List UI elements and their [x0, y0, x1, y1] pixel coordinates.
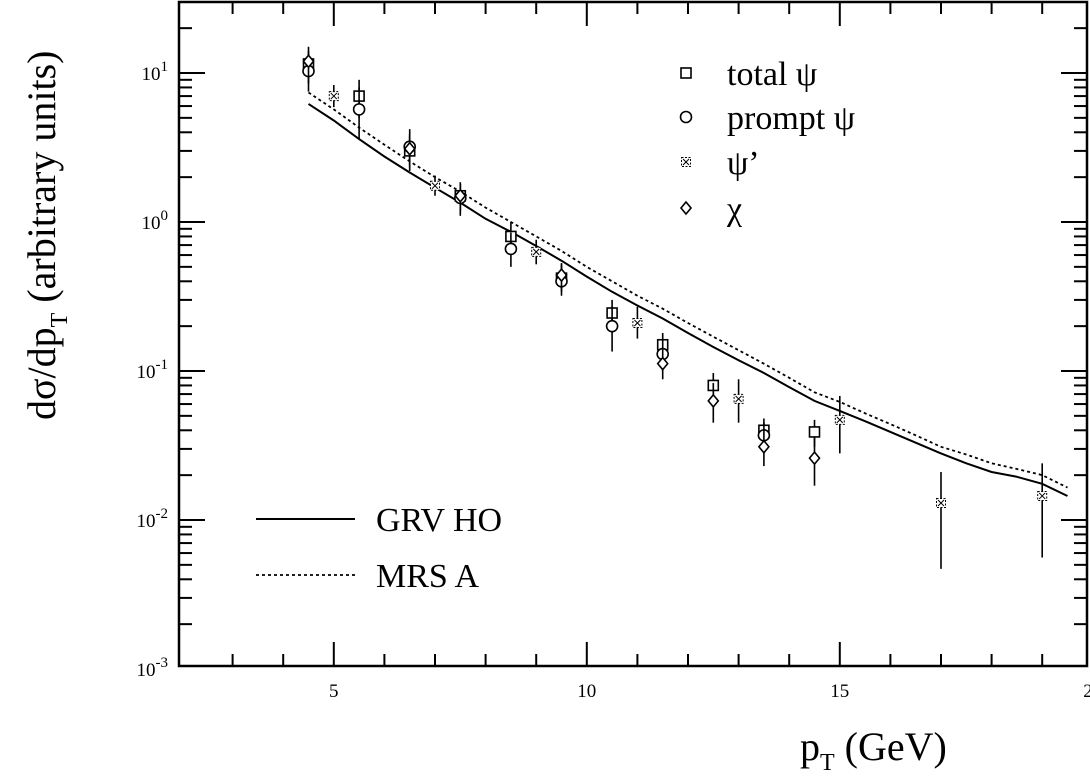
point-star: [936, 498, 946, 509]
x-axis-title: pT (GeV): [800, 724, 947, 776]
x-tick-label: 15: [830, 681, 849, 702]
curves: [307, 91, 1068, 497]
point-diamond: [454, 188, 467, 204]
x-tick-label: 20: [1083, 681, 1090, 702]
point-diamond: [757, 439, 770, 455]
axis-ticks: [179, 2, 1087, 666]
point-star: [328, 91, 339, 102]
y-tick-label: 101: [142, 59, 169, 85]
y-tick-label: 10-3: [137, 655, 169, 681]
legend-marker-square: [680, 67, 692, 79]
y-axis-title: dσ/dpT (arbitrary units): [19, 51, 73, 421]
legend-label: MRS A: [376, 558, 479, 595]
point-star: [834, 414, 845, 425]
point-circle: [504, 242, 518, 256]
point-star: [531, 246, 542, 257]
y-tick-labels: 101 100 10-1 10-2 10-3: [137, 59, 169, 681]
curve-mrs-a: [308, 91, 1068, 489]
point-circle: [352, 103, 366, 116]
x-tick-label: 10: [577, 681, 596, 702]
point-diamond: [707, 393, 720, 409]
legend-label: GRV HO: [376, 502, 502, 539]
point-circle: [605, 319, 619, 333]
point-star: [632, 317, 643, 328]
point-star: [733, 393, 744, 404]
point-diamond: [403, 141, 416, 157]
legend-marker-circle: [679, 110, 693, 124]
legend-marker-diamond: [679, 200, 693, 216]
legend-label: χ: [726, 191, 742, 228]
point-diamond: [302, 53, 315, 69]
point-star: [430, 180, 440, 191]
data-points: [302, 46, 1048, 569]
y-tick-label: 10-2: [137, 506, 169, 532]
legend-marker-star: [681, 157, 691, 167]
x-tick-label: 5: [329, 681, 339, 702]
point-diamond: [555, 267, 568, 283]
y-tick-label: 100: [142, 208, 169, 234]
legend-label: prompt ψ: [727, 100, 855, 137]
point-star: [1037, 490, 1048, 501]
point-diamond: [808, 450, 821, 466]
legend: total ψ prompt ψ ψ’ χ GRV HO MRS A: [256, 56, 855, 595]
legend-label: ψ’: [727, 145, 760, 182]
legend-label: total ψ: [727, 56, 817, 93]
x-tick-labels: 5 10 15 20: [329, 681, 1090, 702]
y-tick-label: 10-1: [137, 357, 169, 383]
point-diamond: [656, 356, 669, 371]
point-square: [808, 426, 821, 438]
plot-frame: [177, 0, 1089, 668]
